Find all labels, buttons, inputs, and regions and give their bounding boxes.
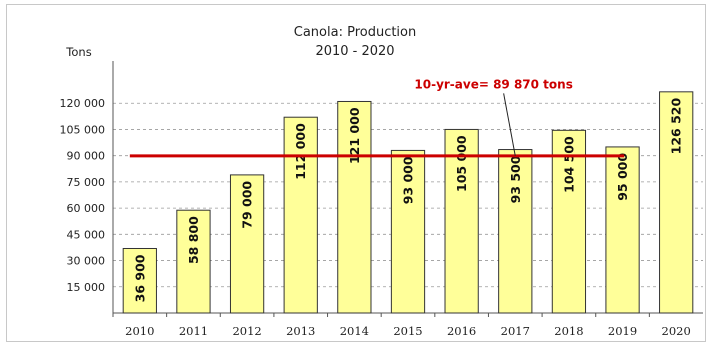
- bar-value-label: 121 000: [347, 107, 362, 164]
- y-tick-label: 105 000: [60, 123, 106, 136]
- bar-2011: [176, 209, 211, 314]
- bar-2010: [122, 247, 157, 314]
- y-tick-label: 60 000: [67, 202, 106, 215]
- x-tick-label: 2018: [554, 324, 583, 338]
- bars: [122, 91, 694, 314]
- bar-value-label: 93 000: [401, 156, 416, 204]
- bar-2014: [337, 100, 372, 314]
- bar-value-label: 79 000: [240, 181, 255, 229]
- chart-frame: Canola: Production 2010 - 2020 Tons 15 0…: [6, 4, 706, 342]
- average-label: 10-yr-ave= 89 870 tons: [414, 77, 572, 91]
- x-tick-label: 2016: [447, 324, 476, 338]
- y-tick-label: 120 000: [60, 97, 106, 110]
- bar-2012: [229, 174, 265, 314]
- bar-2018: [551, 129, 587, 314]
- bar-value-label: 36 900: [132, 254, 147, 302]
- bar-value-label: 93 500: [508, 155, 523, 203]
- y-tick-label: 75 000: [67, 176, 106, 189]
- bar-chart: Canola: Production 2010 - 2020 Tons 15 0…: [60, 25, 703, 338]
- x-tick-label: 2015: [393, 324, 422, 338]
- bar-value-label: 58 800: [186, 216, 201, 264]
- bar-2015: [390, 149, 426, 314]
- y-axis-ticks: 15 000 30 000 45 000 60 000 75 000 90 000 105 …: [60, 97, 106, 294]
- y-tick-label: 15 000: [67, 281, 106, 294]
- x-tick-label: 2014: [340, 324, 369, 338]
- x-tick-label: 2012: [232, 324, 261, 338]
- bar-2016: [444, 128, 479, 314]
- x-tick-label: 2011: [179, 324, 208, 338]
- y-tick-label: 30 000: [67, 255, 106, 268]
- bar-2013: [283, 116, 318, 314]
- x-tick-label: 2010: [125, 324, 154, 338]
- y-tick-label: 90 000: [67, 150, 106, 163]
- average-line-group: 10-yr-ave= 89 870 tons: [129, 77, 625, 158]
- bar-value-label: 95 000: [615, 153, 630, 201]
- bar-value-labels: 36 900 58 800 79 000 112 000 121 000 93 000 10…: [132, 98, 683, 303]
- y-tick-label: 45 000: [67, 228, 106, 241]
- chart-subtitle: 2010 - 2020: [315, 44, 394, 59]
- x-tick-label: 2019: [608, 324, 637, 338]
- bar-2020: [659, 91, 694, 314]
- bar-value-label: 112 000: [293, 123, 308, 180]
- bar-value-label: 104 500: [561, 136, 576, 193]
- average-label-pointer: [503, 93, 516, 156]
- x-tick-label: 2013: [286, 324, 315, 338]
- bar-2017: [498, 149, 533, 314]
- chart-title: Canola: Production: [294, 25, 417, 40]
- x-tick-label: 2020: [662, 324, 691, 338]
- bar-value-label: 126 520: [669, 98, 684, 155]
- x-axis-ticks: 2010 2011 2012 2013 2014 2015 2016 2017 2018 2019…: [112, 313, 691, 338]
- y-axis-label: Tons: [65, 45, 91, 59]
- bar-2019: [605, 146, 640, 314]
- x-tick-label: 2017: [501, 324, 530, 338]
- bar-value-label: 105 000: [454, 135, 469, 192]
